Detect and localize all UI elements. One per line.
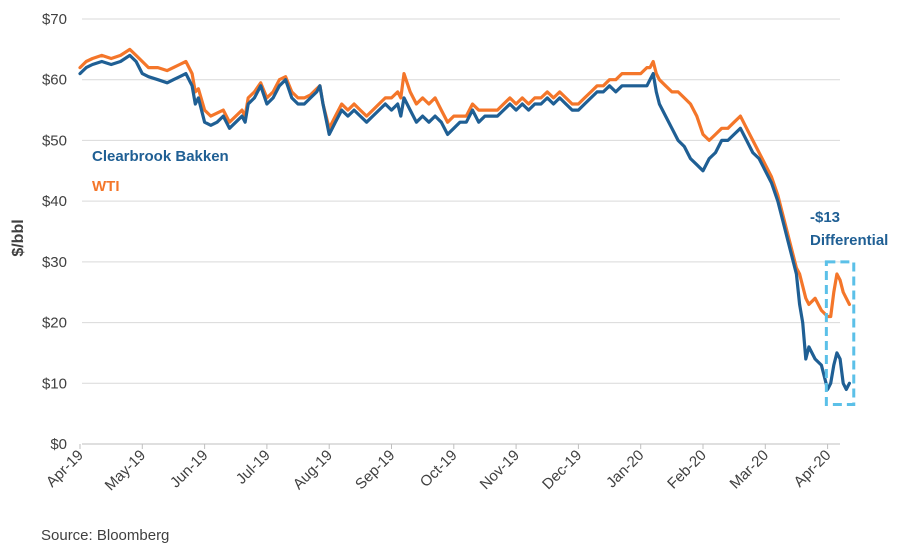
- gridlines: [82, 18, 840, 384]
- x-axis-ticks: Apr-19 May-19 Jun-19 Jul-19 Aug-19 Sep-19 Oct-…: [43, 447, 834, 494]
- differential-annotation: [824, 260, 856, 407]
- differential-box: [824, 260, 856, 407]
- series-line-clearbrook-bakken: [78, 53, 851, 391]
- x-tick-label: May-19: [102, 447, 149, 494]
- x-tick-label: Aug-19: [290, 447, 336, 493]
- legend-label-clearbrook-bakken: Clearbrook Bakken: [92, 148, 229, 165]
- source-note: Source: Bloomberg: [41, 527, 169, 544]
- x-tick-label: Oct-19: [417, 447, 461, 491]
- series-lines: [78, 47, 851, 391]
- y-tick-label: $20: [42, 315, 67, 332]
- x-tick-label: Nov-19: [477, 447, 523, 493]
- annotation-line-2: Differential: [810, 232, 888, 249]
- x-tick-label: Feb-20: [664, 447, 710, 493]
- y-axis-label: $/bbl: [10, 219, 27, 256]
- y-tick-label: $10: [42, 375, 67, 392]
- y-tick-label: $40: [42, 193, 67, 210]
- annotation-line-1: -$13: [810, 209, 840, 226]
- y-axis-ticks: $0 $10 $20 $30 $40 $50 $60 $70: [42, 11, 67, 453]
- legend-label-wti: WTI: [92, 178, 120, 195]
- y-tick-label: $30: [42, 254, 67, 271]
- y-tick-label: $60: [42, 72, 67, 89]
- x-tick-label: Jul-19: [233, 447, 274, 488]
- x-tick-label: Dec-19: [539, 447, 585, 493]
- y-tick-label: $0: [50, 436, 67, 453]
- y-tick-label: $70: [42, 11, 67, 28]
- x-tick-label: Apr-19: [43, 447, 87, 491]
- x-tick-label: Apr-20: [791, 447, 835, 491]
- x-tick-label: Sep-19: [352, 447, 398, 493]
- series-line-wti: [78, 47, 851, 319]
- x-tick-label: Mar-20: [727, 447, 773, 493]
- x-axis: [79, 443, 840, 449]
- x-tick-label: Jan-20: [603, 447, 647, 491]
- y-tick-label: $50: [42, 132, 67, 149]
- x-tick-label: Jun-19: [167, 447, 211, 491]
